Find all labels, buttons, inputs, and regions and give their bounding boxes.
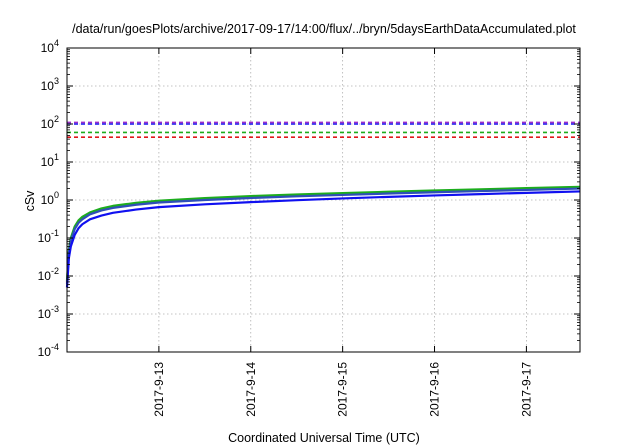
series-layer <box>65 121 581 288</box>
x-tick-label: 2017-9-15 <box>336 362 350 417</box>
y-tick-labels: 10-4 10-3 10-2 10-1 100 101 102 103 104 <box>38 38 59 359</box>
y-tick-label: 10-2 <box>38 266 59 283</box>
x-tick-label: 2017-9-14 <box>244 362 258 417</box>
y-tick-label: 101 <box>41 152 59 169</box>
y-tick-label: 103 <box>41 76 59 93</box>
chart-title: /data/run/goesPlots/archive/2017-09-17/1… <box>72 22 576 36</box>
y-tick-label: 100 <box>41 190 59 207</box>
y-tick-label: 10-1 <box>38 228 59 245</box>
series-line <box>65 185 581 281</box>
x-axis-label: Coordinated Universal Time (UTC) <box>228 431 420 445</box>
axis-ticks <box>67 47 580 353</box>
series-line <box>65 187 581 284</box>
y-tick-label: 10-4 <box>38 342 59 359</box>
y-tick-label: 104 <box>41 38 59 55</box>
y-axis-label: cSv <box>23 190 37 212</box>
x-tick-labels: 2017-9-13 2017-9-14 2017-9-15 2017-9-16 2017… <box>152 362 534 417</box>
y-tick-label: 102 <box>41 114 59 131</box>
series-line <box>65 190 581 288</box>
x-tick-label: 2017-9-17 <box>519 362 533 417</box>
x-tick-label: 2017-9-16 <box>428 362 442 417</box>
y-tick-label: 10-3 <box>38 304 59 321</box>
x-tick-label: 2017-9-13 <box>152 362 166 417</box>
